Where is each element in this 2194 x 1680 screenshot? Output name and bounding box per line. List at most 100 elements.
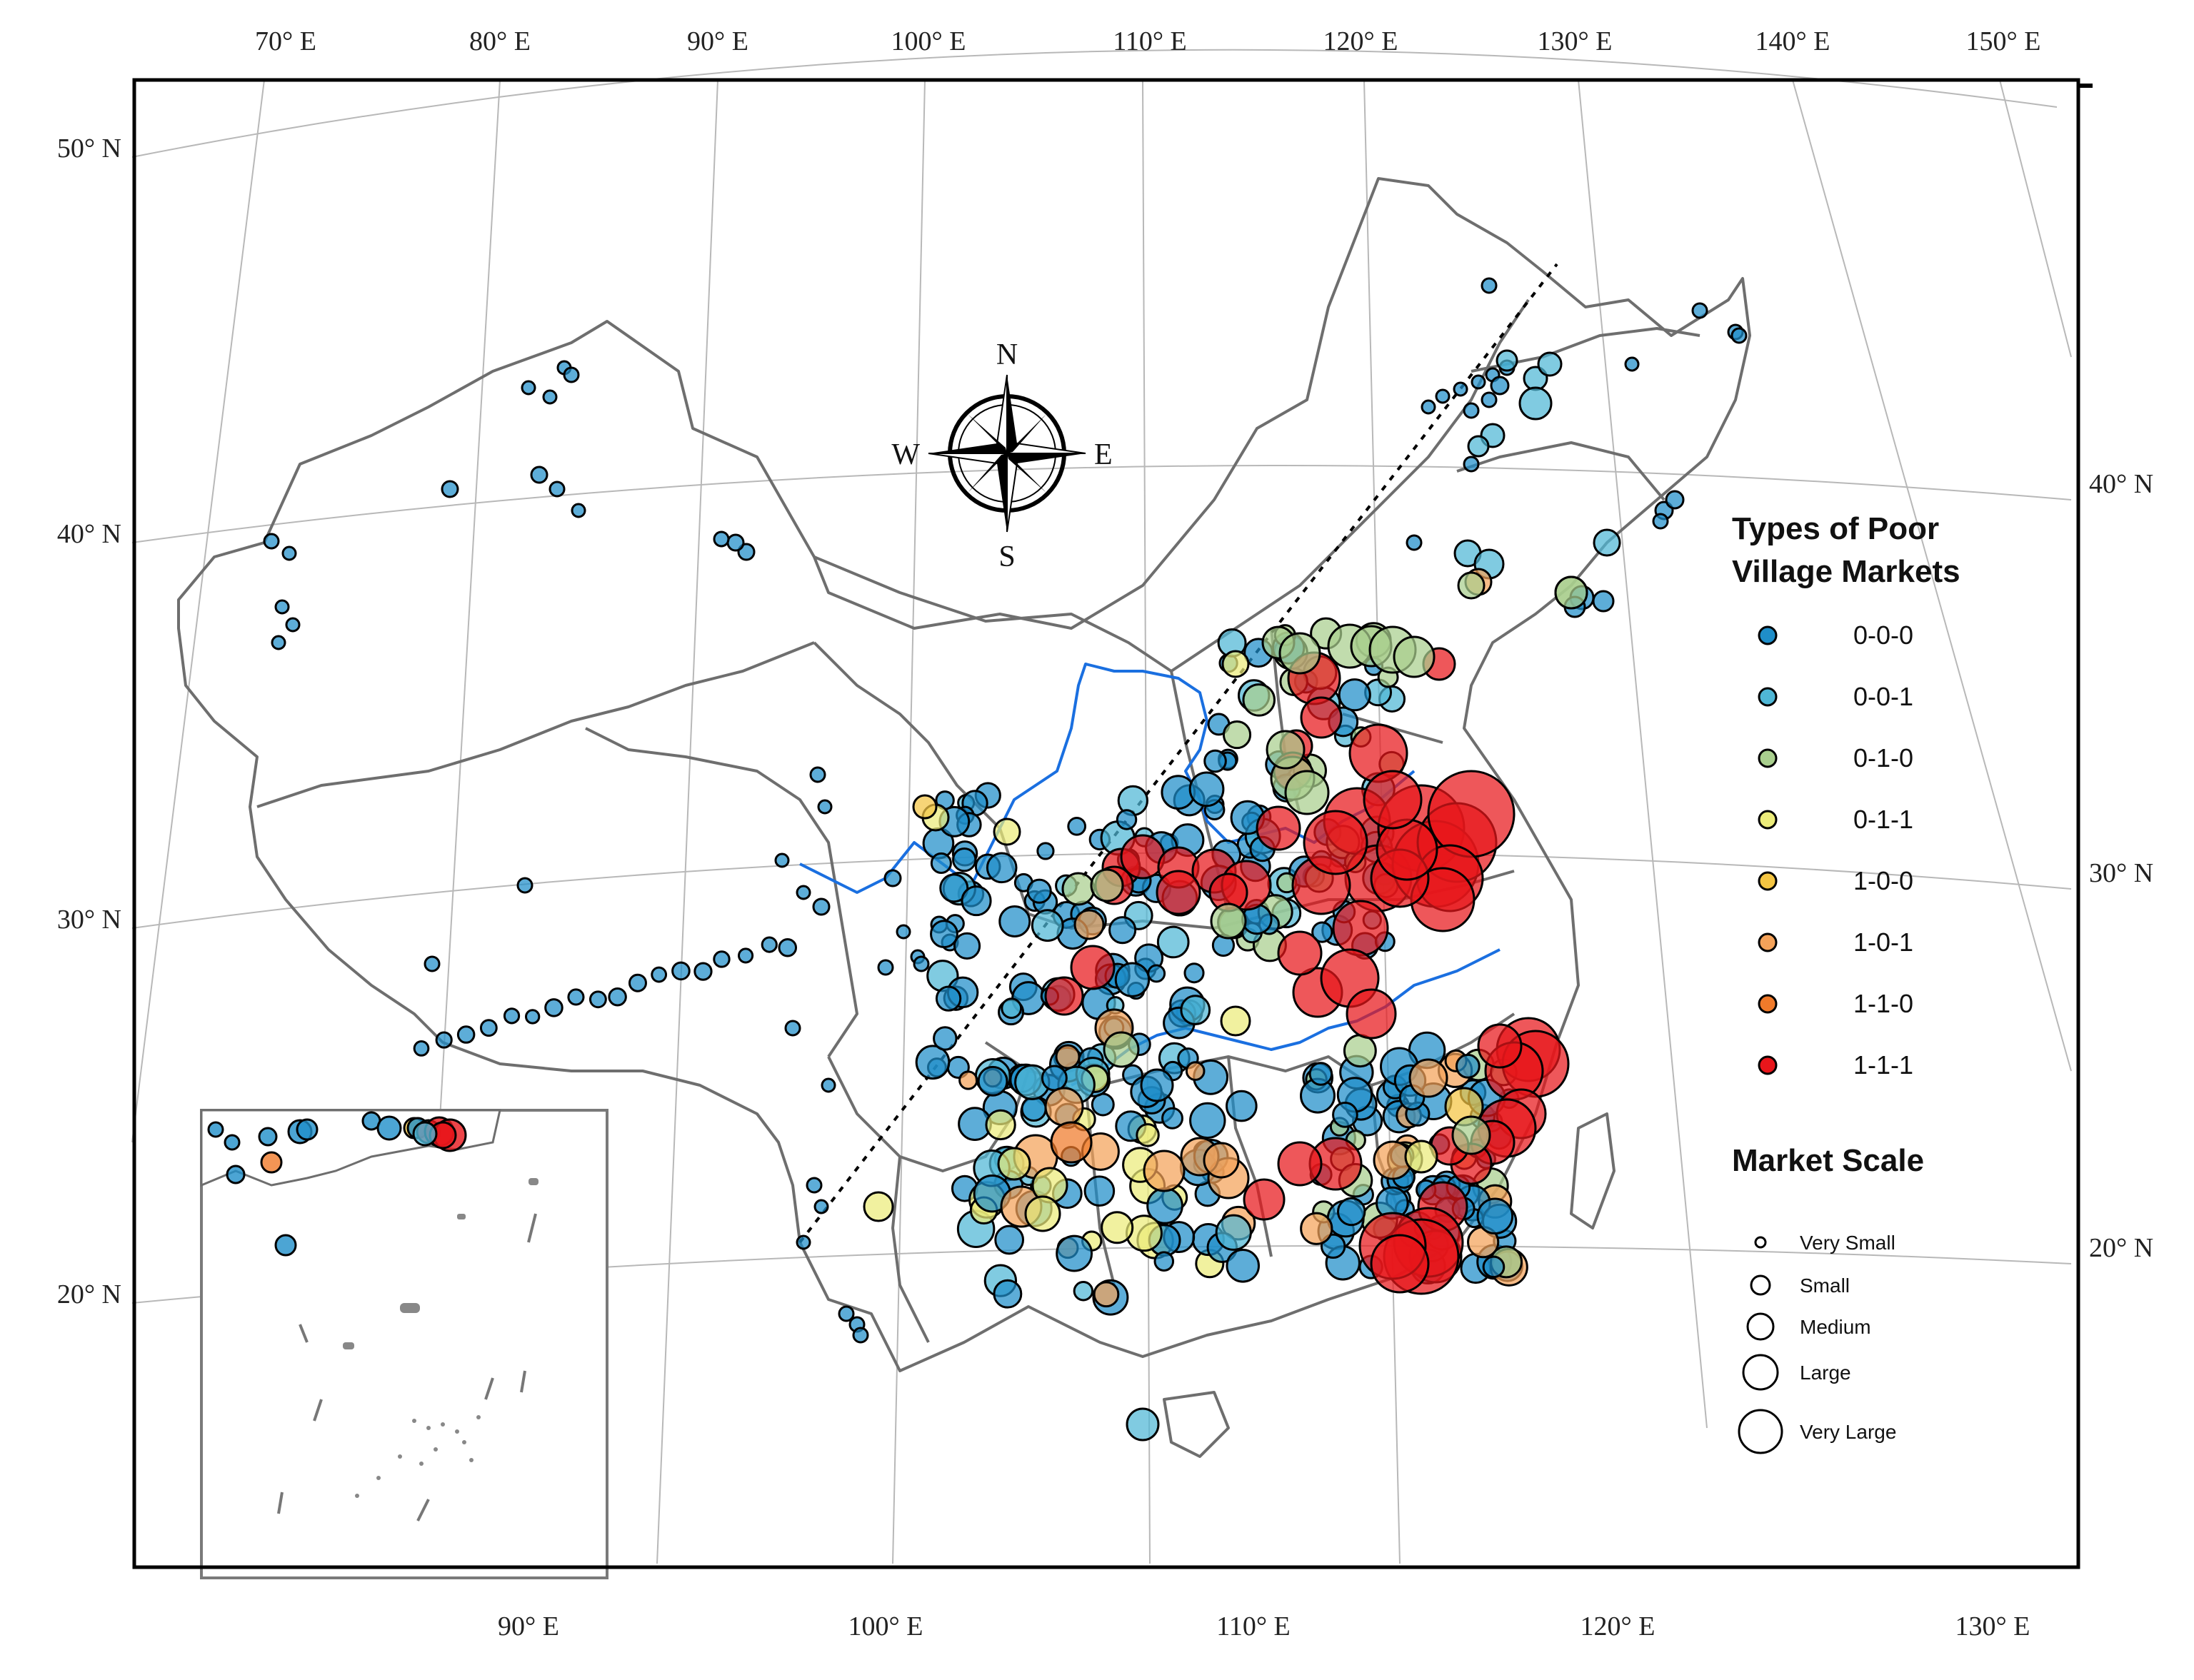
market-marker — [952, 847, 977, 872]
market-marker — [1303, 810, 1368, 875]
market-marker — [1482, 1255, 1506, 1279]
market-markers — [263, 277, 1748, 1442]
market-marker — [1363, 770, 1423, 830]
market-marker — [1278, 632, 1321, 675]
market-marker — [1215, 1214, 1252, 1251]
market-marker — [1730, 327, 1748, 344]
market-marker — [1090, 868, 1124, 902]
market-marker — [525, 1009, 541, 1025]
market-marker — [263, 533, 280, 550]
market-marker — [435, 1031, 453, 1049]
inset-marker — [260, 1151, 283, 1174]
market-marker — [516, 877, 534, 894]
market-marker — [985, 1109, 1016, 1141]
market-marker — [1242, 683, 1276, 717]
market-marker — [1332, 900, 1389, 957]
market-marker — [1093, 1281, 1120, 1308]
hu-line-divider — [798, 263, 1558, 1244]
meridian-130e — [1578, 79, 1708, 1429]
market-marker — [693, 962, 713, 981]
market-marker — [1435, 388, 1451, 404]
market-marker — [913, 955, 930, 972]
market-marker — [1451, 1115, 1491, 1155]
market-marker — [1140, 1068, 1174, 1102]
market-marker — [838, 1305, 855, 1322]
market-marker — [1338, 678, 1371, 712]
compass-rose: N S E W — [891, 338, 1112, 573]
legend-scale-symbol — [1754, 1236, 1767, 1249]
market-marker — [1404, 1140, 1438, 1174]
market-marker — [1421, 399, 1436, 415]
legend-types-title-line1: Types of Poor — [1732, 511, 1939, 546]
legend-type-label: 1-1-0 — [1853, 989, 1913, 1018]
meridian-140e — [1792, 79, 2072, 1072]
legend-type-swatch — [1758, 932, 1778, 952]
market-marker — [671, 961, 691, 981]
market-marker — [993, 1279, 1023, 1309]
market-marker — [1180, 995, 1211, 1025]
compass-label-w: W — [891, 438, 920, 471]
market-marker — [933, 1026, 958, 1051]
legend-type-swatch — [1758, 625, 1778, 645]
inset-frame — [200, 1109, 608, 1579]
market-marker — [852, 1327, 869, 1344]
market-marker — [1153, 1251, 1175, 1272]
market-marker — [1055, 1044, 1081, 1070]
meridian-100e — [892, 79, 926, 1564]
taiwan — [1570, 1112, 1616, 1229]
market-marker — [1593, 528, 1621, 557]
legend-market-scale: Market Scale Very Small Small Medium Large V… — [1732, 1143, 1924, 1454]
market-marker — [1226, 1090, 1258, 1122]
market-marker — [1481, 391, 1498, 408]
parallel-40n — [131, 465, 2072, 543]
inset-dot-islands — [355, 1415, 481, 1498]
legend-scale-symbol — [1750, 1274, 1771, 1296]
market-marker — [986, 852, 1018, 884]
tick-label-right: 30° N — [2089, 858, 2153, 888]
market-marker — [1220, 1005, 1251, 1037]
compass-label-e: E — [1094, 438, 1113, 471]
market-marker — [651, 966, 668, 983]
market-marker — [863, 1191, 894, 1222]
legend-type-label: 1-0-0 — [1853, 866, 1913, 895]
market-marker — [1624, 356, 1640, 372]
market-marker — [1108, 916, 1137, 945]
market-marker — [912, 794, 938, 820]
market-marker — [1490, 376, 1510, 396]
market-marker — [1406, 534, 1423, 551]
northeast-boundary — [1456, 327, 1700, 501]
market-marker — [1021, 1095, 1047, 1122]
inset-dash-lines — [277, 1213, 537, 1521]
inset-marker — [226, 1165, 246, 1184]
compass-point-s — [997, 453, 1007, 532]
legend-market-types: Types of Poor Village Markets 0-0-0 0-0-1… — [1732, 511, 1960, 1080]
market-marker — [544, 998, 563, 1017]
market-marker — [993, 818, 1021, 846]
market-marker — [1026, 878, 1052, 904]
market-marker — [1061, 872, 1096, 906]
market-marker — [588, 990, 607, 1009]
market-marker — [456, 1025, 476, 1044]
tick-label-left: 20° N — [57, 1279, 121, 1309]
inset-marker — [412, 1121, 438, 1147]
compass-point-n — [1007, 375, 1017, 453]
xinjiang-boundary — [256, 641, 815, 808]
market-marker — [713, 950, 731, 968]
market-marker — [1665, 490, 1685, 510]
market-marker — [784, 1020, 801, 1037]
legend-type-swatch — [1758, 687, 1778, 707]
market-marker — [1031, 909, 1064, 942]
legend-type-swatch — [1758, 748, 1778, 768]
market-marker — [1256, 805, 1301, 851]
market-marker — [274, 599, 290, 615]
market-marker — [281, 545, 297, 561]
tick-label-left: 50° N — [57, 134, 121, 164]
tick-label-top: 70° E — [255, 26, 316, 56]
market-marker — [778, 938, 798, 957]
legend-scale-label: Very Large — [1800, 1421, 1896, 1443]
market-marker — [571, 503, 586, 518]
legend-scale-symbol — [1742, 1354, 1779, 1391]
market-marker — [761, 936, 778, 953]
inset-marker — [376, 1115, 402, 1141]
legend-type-swatch — [1758, 1055, 1778, 1075]
